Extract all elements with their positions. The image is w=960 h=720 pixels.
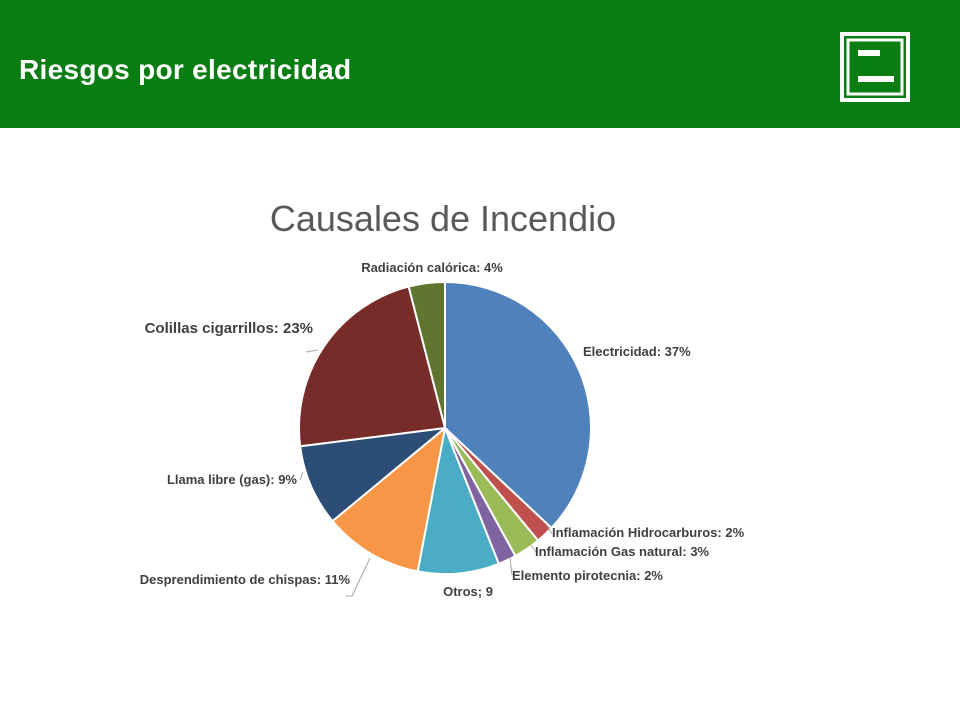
- pie-slice: [299, 427, 446, 523]
- slice-label: Elemento pirotecnia: 2%: [512, 568, 663, 583]
- pie-slice: [331, 427, 446, 573]
- slice-label: Otros; 9: [443, 584, 493, 599]
- slice-label: Llama libre (gas): 9%: [167, 472, 297, 487]
- leader-line: [545, 523, 553, 535]
- slice-label: Radiación calórica: 4%: [361, 260, 503, 275]
- header-banner: Riesgos por electricidad: [0, 0, 960, 128]
- slice-label: Electricidad: 37%: [583, 344, 691, 359]
- leader-line: [346, 557, 371, 597]
- leader-line: [509, 557, 513, 576]
- slice-label: Colillas cigarrillos: 23%: [145, 320, 313, 337]
- pie-slice: [298, 285, 446, 448]
- pie-slice: [416, 427, 500, 575]
- slice-label: Inflamación Gas natural: 3%: [535, 544, 710, 559]
- leader-line: [299, 471, 304, 481]
- leader-line: [530, 544, 537, 553]
- slice-label: Inflamación Hidrocarburos: 2%: [552, 525, 745, 540]
- chart-title: Causales de Incendio: [269, 198, 617, 239]
- pie-slice: [444, 281, 592, 529]
- green-square-logo-icon: [840, 32, 910, 102]
- pie-slice: [407, 281, 446, 429]
- slice-label: Desprendimiento de chispas: 11%: [140, 572, 351, 587]
- leader-line: [305, 349, 319, 353]
- page-title: Riesgos por electricidad: [19, 54, 352, 85]
